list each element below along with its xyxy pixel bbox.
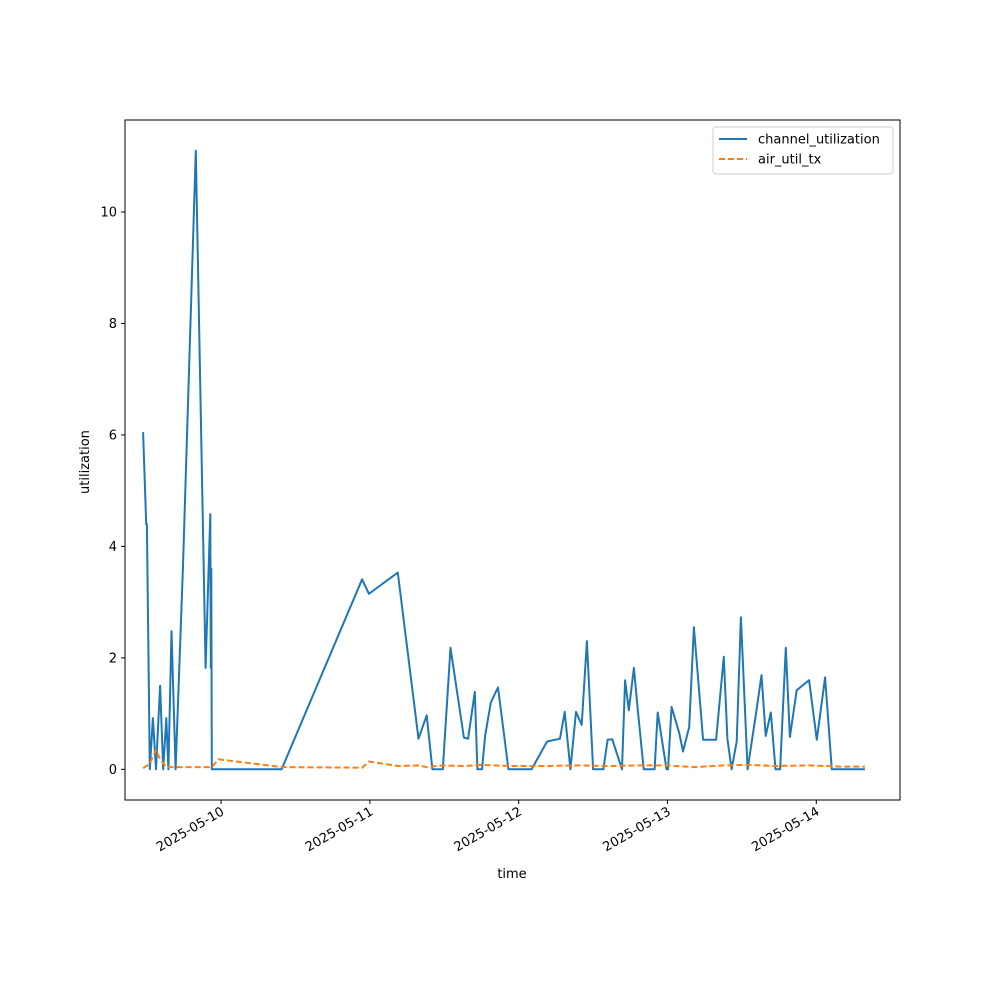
series-line-channel_utilization [142, 149, 865, 771]
y-tick-label: 4 [109, 540, 117, 555]
legend-box [712, 126, 894, 175]
y-tick-label: 8 [109, 317, 117, 332]
x-axis-title: time [497, 867, 526, 882]
y-tick-label: 0 [109, 763, 117, 778]
legend: channel_utilization air_util_tx [712, 126, 894, 175]
series-lines [142, 149, 865, 771]
y-tick-label: 10 [100, 205, 117, 220]
y-tick-label: 2 [109, 651, 117, 666]
y-axis-title: utilization [78, 430, 93, 494]
y-tick-label: 6 [109, 428, 117, 443]
legend-label-air_util_tx: air_util_tx [758, 153, 822, 168]
series-line-air_util_tx [142, 748, 865, 770]
legend-label-channel_utilization: channel_utilization [758, 133, 880, 148]
plot-frame [124, 119, 901, 801]
y-axis-ticks: 0 2 4 6 8 10 [100, 205, 125, 778]
